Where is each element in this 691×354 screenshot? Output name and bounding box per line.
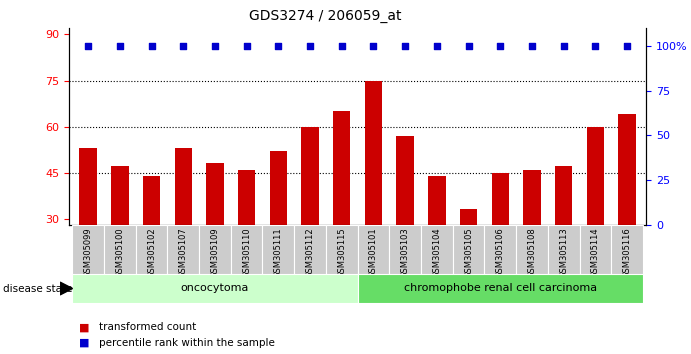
Text: GSM305108: GSM305108 [527, 227, 536, 278]
Text: GSM305115: GSM305115 [337, 227, 346, 278]
Text: GSM305103: GSM305103 [401, 227, 410, 278]
Bar [238, 170, 256, 225]
Bar [357, 274, 643, 303]
Point [463, 43, 474, 49]
Point [368, 43, 379, 49]
Text: GSM305111: GSM305111 [274, 227, 283, 278]
Bar [460, 210, 477, 225]
Bar [231, 225, 263, 274]
Text: GSM305106: GSM305106 [495, 227, 504, 278]
Text: disease state: disease state [3, 284, 73, 293]
Bar [175, 148, 192, 225]
Text: oncocytoma: oncocytoma [181, 283, 249, 293]
Bar [143, 176, 160, 225]
Text: GSM305101: GSM305101 [369, 227, 378, 278]
Point [558, 43, 569, 49]
Bar [301, 126, 319, 225]
Bar [484, 225, 516, 274]
Bar [357, 225, 389, 274]
Text: GSM305109: GSM305109 [211, 227, 220, 278]
Text: GSM305113: GSM305113 [559, 227, 568, 278]
Bar [555, 166, 572, 225]
Bar [135, 225, 167, 274]
Bar [326, 225, 358, 274]
Text: GSM305102: GSM305102 [147, 227, 156, 278]
Bar [548, 225, 580, 274]
Text: GSM305104: GSM305104 [433, 227, 442, 278]
Point [305, 43, 316, 49]
Bar [618, 114, 636, 225]
Bar [491, 173, 509, 225]
Bar [199, 225, 231, 274]
Text: GSM305114: GSM305114 [591, 227, 600, 278]
Point [241, 43, 252, 49]
Bar [294, 225, 326, 274]
Bar [516, 225, 548, 274]
Point [399, 43, 410, 49]
Bar [111, 166, 129, 225]
Point [431, 43, 442, 49]
Bar [167, 225, 199, 274]
Bar [428, 176, 446, 225]
Point [178, 43, 189, 49]
Bar [206, 164, 224, 225]
Point [83, 43, 94, 49]
Point [495, 43, 506, 49]
Bar [612, 225, 643, 274]
Bar [389, 225, 421, 274]
Text: GSM305116: GSM305116 [623, 227, 632, 278]
Text: percentile rank within the sample: percentile rank within the sample [99, 338, 275, 348]
Text: GSM305107: GSM305107 [179, 227, 188, 278]
Text: GSM305100: GSM305100 [115, 227, 124, 278]
Text: GSM305110: GSM305110 [242, 227, 251, 278]
Bar [397, 136, 414, 225]
Text: ■: ■ [79, 322, 90, 332]
Point [337, 43, 348, 49]
Bar [365, 80, 382, 225]
Bar [580, 225, 612, 274]
Bar [453, 225, 484, 274]
Text: GSM305099: GSM305099 [84, 227, 93, 278]
Bar [421, 225, 453, 274]
Text: transformed count: transformed count [99, 322, 196, 332]
Polygon shape [60, 282, 73, 295]
Bar [523, 170, 540, 225]
Bar [587, 126, 604, 225]
Bar [73, 225, 104, 274]
Bar [79, 148, 97, 225]
Point [209, 43, 220, 49]
Text: ■: ■ [79, 338, 90, 348]
Point [114, 43, 125, 49]
Point [590, 43, 601, 49]
Text: GSM305112: GSM305112 [305, 227, 314, 278]
Point [621, 43, 632, 49]
Bar [333, 111, 350, 225]
Text: GDS3274 / 206059_at: GDS3274 / 206059_at [249, 9, 401, 23]
Bar [269, 151, 287, 225]
Point [273, 43, 284, 49]
Bar [73, 274, 357, 303]
Bar [263, 225, 294, 274]
Text: chromophobe renal cell carcinoma: chromophobe renal cell carcinoma [404, 283, 597, 293]
Bar [104, 225, 135, 274]
Point [146, 43, 157, 49]
Text: GSM305105: GSM305105 [464, 227, 473, 278]
Point [527, 43, 538, 49]
